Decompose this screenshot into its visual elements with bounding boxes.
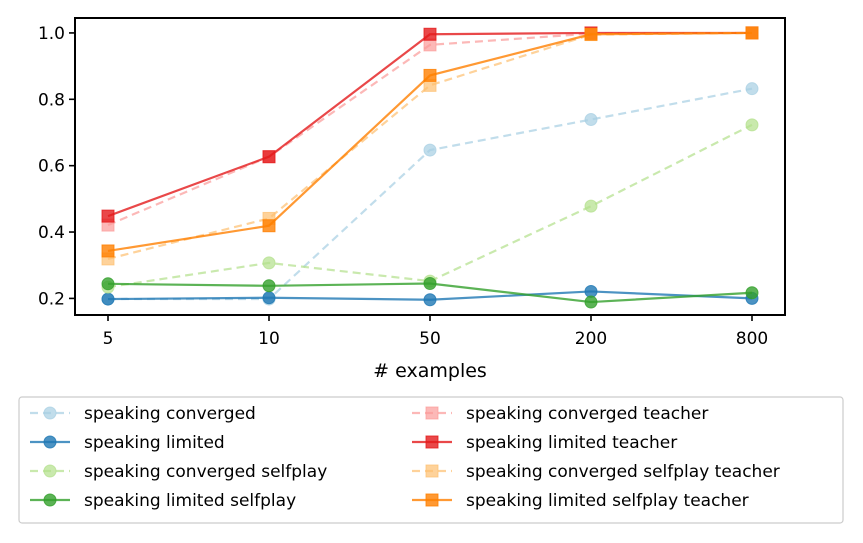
data-point	[423, 68, 437, 82]
y-tick-label: 1.0	[38, 24, 65, 44]
data-point	[262, 291, 276, 305]
data-point	[584, 295, 598, 309]
x-tick-label: 50	[419, 329, 441, 349]
legend-marker	[43, 406, 57, 420]
legend-marker	[425, 435, 439, 449]
legend-item-speaking-limited-selfplay: speaking limited selfplay	[30, 491, 296, 511]
legend-label: speaking converged	[84, 404, 256, 424]
legend-item-speaking-converged-selfplay-teacher: speaking converged selfplay teacher	[412, 462, 780, 482]
data-point	[745, 82, 759, 96]
data-point	[101, 277, 115, 291]
series-speaking-limited-selfplay	[101, 276, 759, 309]
legend-item-speaking-limited-teacher: speaking limited teacher	[412, 433, 677, 453]
legend-label: speaking converged selfplay teacher	[466, 462, 780, 482]
series-line	[108, 87, 753, 301]
legend-frame	[18, 396, 844, 524]
data-point	[101, 292, 115, 306]
legend-marker	[425, 493, 439, 507]
data-point	[101, 209, 115, 223]
legend-item-speaking-limited-selfplay-teacher: speaking limited selfplay teacher	[412, 491, 749, 511]
data-point	[262, 150, 276, 164]
legend: speaking converged speaking limited speaki…	[18, 396, 844, 524]
x-tick-label: 800	[736, 329, 768, 349]
legend-marker	[43, 464, 57, 478]
x-tick-label: 10	[258, 329, 280, 349]
legend-marker	[425, 464, 439, 478]
series-line	[107, 31, 753, 253]
data-point	[745, 118, 759, 132]
series-speaking-converged	[101, 82, 759, 306]
data-point	[262, 219, 276, 233]
data-point	[423, 143, 437, 157]
y-tick-label: 0.6	[38, 157, 65, 177]
data-point	[423, 293, 437, 307]
series-line	[107, 123, 753, 289]
series-line	[107, 31, 753, 227]
data-point	[262, 256, 276, 270]
legend-item-speaking-limited: speaking limited	[30, 433, 225, 453]
y-tick-label: 0.8	[38, 90, 65, 110]
data-point	[423, 27, 437, 41]
legend-item-speaking-converged-selfplay: speaking converged selfplay	[30, 462, 327, 482]
data-point	[262, 279, 276, 293]
data-point	[584, 199, 598, 213]
series-speaking-limited-selfplay-teacher	[101, 26, 759, 258]
series-line	[107, 31, 753, 260]
data-point	[584, 27, 598, 41]
legend-item-speaking-converged-teacher: speaking converged teacher	[412, 404, 708, 424]
legend-marker	[425, 406, 439, 420]
series-speaking-converged-teacher	[101, 26, 759, 232]
data-point	[745, 26, 759, 40]
y-tick-label: 0.2	[38, 289, 65, 309]
legend-label: speaking converged selfplay	[84, 462, 327, 482]
series-speaking-limited-teacher	[101, 26, 759, 223]
plot-frame	[74, 17, 786, 316]
legend-label: speaking limited selfplay	[84, 491, 296, 511]
x-tick-label: 5	[103, 329, 114, 349]
data-point	[101, 244, 115, 258]
legend-label: speaking limited selfplay teacher	[466, 491, 749, 511]
y-tick-label: 0.4	[38, 223, 65, 243]
legend-marker	[43, 493, 57, 507]
data-point	[745, 286, 759, 300]
x-axis-label: # examples	[373, 360, 487, 382]
legend-label: speaking limited	[84, 433, 225, 453]
legend-label: speaking limited teacher	[466, 433, 677, 453]
legend-marker	[43, 435, 57, 449]
data-point	[423, 276, 437, 290]
x-tick-label: 200	[575, 329, 607, 349]
data-point	[584, 113, 598, 127]
axes-layer: 0.2 0.4 0.6 0.8 1.0 5 10 50 200 800	[38, 24, 768, 349]
series-line	[107, 31, 752, 218]
legend-item-speaking-converged: speaking converged	[30, 404, 256, 424]
series-layer	[101, 26, 759, 309]
legend-label: speaking converged teacher	[466, 404, 708, 424]
